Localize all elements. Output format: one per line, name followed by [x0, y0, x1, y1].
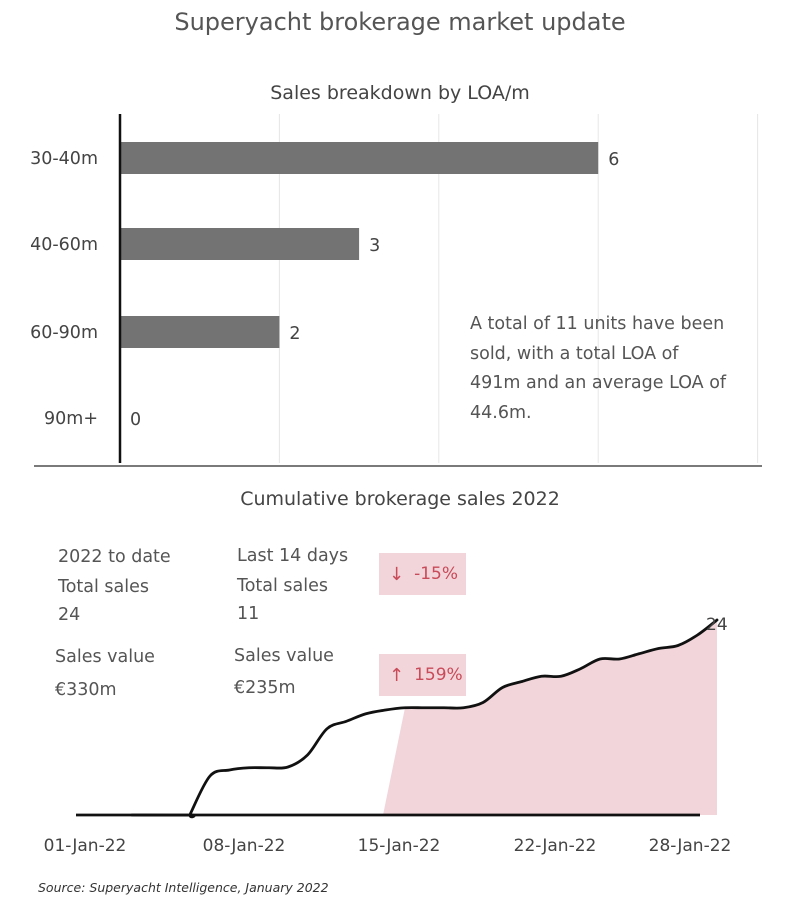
last14-value-label: Sales value [234, 646, 334, 666]
bar-chart-value-labels: 6 3 2 0 [130, 150, 619, 430]
bar-chart-bars [120, 142, 599, 348]
bar-chart-title: Sales breakdown by LOA/m [270, 82, 530, 104]
category-label: 90m+ [44, 409, 98, 429]
value-change-value: 159% [414, 665, 463, 685]
value-change-badge: ↑ 159% [379, 654, 466, 696]
ytd-value: €330m [55, 680, 117, 700]
x-tick-label: 15-Jan-22 [358, 836, 441, 856]
ytd-sales-label: Total sales [58, 577, 150, 597]
shaded-area-last-14-days [383, 620, 717, 815]
line-chart-end-label: 24 [706, 615, 728, 635]
bar-30-40m [120, 142, 599, 174]
category-label: 40-60m [30, 235, 98, 255]
sales-change-badge: ↓ -15% [379, 553, 466, 595]
source-note: Source: Superyacht Intelligence, January… [38, 880, 329, 895]
bar-value-label: 0 [130, 410, 141, 430]
main-title: Superyacht brokerage market update [174, 8, 626, 36]
line-chart: 01-Jan-22 08-Jan-22 15-Jan-22 22-Jan-22 28-J… [44, 615, 732, 856]
line-chart-line [76, 618, 719, 819]
x-tick-label: 08-Jan-22 [203, 836, 286, 856]
bar-value-label: 2 [289, 324, 300, 344]
category-label: 30-40m [30, 149, 98, 169]
sales-change-value: -15% [414, 564, 459, 584]
x-tick-label: 01-Jan-22 [44, 836, 127, 856]
x-tick-label: 28-Jan-22 [649, 836, 732, 856]
section-divider [34, 465, 762, 467]
bar-60-90m [120, 316, 280, 348]
ytd-sales-value: 24 [58, 605, 81, 625]
bar-chart: 30-40m 40-60m 60-90m 90m+ 6 3 2 0 [30, 114, 759, 463]
bar-chart-annotation: A total of 11 units have been sold, with… [470, 314, 727, 423]
x-tick-label: 22-Jan-22 [514, 836, 597, 856]
last14-period-label: Last 14 days [237, 546, 349, 566]
line-chart-title: Cumulative brokerage sales 2022 [240, 488, 560, 510]
last14-sales-value: 11 [237, 604, 260, 624]
ytd-value-label: Sales value [55, 647, 155, 667]
bar-40-60m [120, 228, 360, 260]
ytd-period-label: 2022 to date [58, 547, 171, 567]
bar-value-label: 3 [369, 236, 380, 256]
line-chart-x-ticks: 01-Jan-22 08-Jan-22 15-Jan-22 22-Jan-22 28-J… [44, 836, 732, 856]
cumulative-sales-line [130, 618, 719, 819]
arrow-up-icon: ↑ [389, 664, 405, 686]
last14-value: €235m [234, 678, 296, 698]
bar-chart-category-labels: 30-40m 40-60m 60-90m 90m+ [30, 149, 98, 429]
arrow-down-icon: ↓ [389, 563, 405, 585]
line-chart-area [383, 620, 717, 815]
bar-value-label: 6 [608, 150, 619, 170]
category-label: 60-90m [30, 323, 98, 343]
last14-sales-label: Total sales [237, 576, 329, 596]
